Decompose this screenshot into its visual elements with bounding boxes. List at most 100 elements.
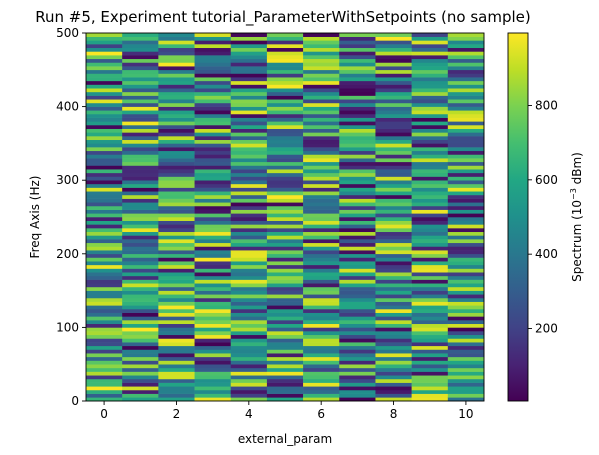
heatmap-cell	[375, 99, 412, 104]
heatmap-cell	[447, 183, 485, 188]
heatmap-cell	[375, 95, 412, 100]
heatmap-cell	[375, 51, 412, 56]
heatmap-cell	[194, 47, 232, 52]
heatmap-cell	[411, 187, 449, 192]
heatmap-cell	[158, 55, 195, 60]
heatmap-cell	[122, 106, 159, 111]
heatmap-cell	[194, 117, 232, 122]
heatmap-cell	[339, 239, 376, 244]
heatmap-cell	[339, 139, 376, 144]
heatmap-cell	[375, 382, 412, 387]
heatmap-cell	[158, 106, 195, 111]
heatmap-cell	[303, 327, 340, 332]
heatmap-cell	[411, 44, 449, 49]
heatmap-cell	[266, 261, 304, 266]
heatmap-cell	[375, 154, 412, 159]
heatmap-cell	[194, 375, 232, 380]
heatmap-cell	[303, 356, 340, 361]
plot-frame	[85, 32, 485, 402]
heatmap-cell	[86, 250, 123, 255]
heatmap-cell	[194, 213, 232, 218]
heatmap-cell	[158, 382, 195, 387]
heatmap-cell	[411, 224, 449, 229]
heatmap-cell	[266, 220, 304, 225]
heatmap-cell	[230, 172, 268, 177]
heatmap-cell	[375, 121, 412, 126]
heatmap-cell	[447, 113, 485, 118]
heatmap-cell	[375, 338, 412, 343]
heatmap-cell	[303, 331, 340, 336]
heatmap-cell	[303, 77, 340, 82]
heatmap-cell	[266, 69, 304, 74]
heatmap-cell	[230, 389, 268, 394]
heatmap-cell	[375, 231, 412, 236]
heatmap-cell	[339, 117, 376, 122]
heatmap-cell	[375, 113, 412, 118]
heatmap-cell	[194, 55, 232, 60]
heatmap-cell	[230, 220, 268, 225]
heatmap-cell	[411, 228, 449, 233]
heatmap-cell	[230, 88, 268, 93]
heatmap-cell	[339, 191, 376, 196]
heatmap-cell	[303, 36, 340, 41]
heatmap-cell	[339, 209, 376, 214]
heatmap-cell	[230, 349, 268, 354]
heatmap-cell	[303, 121, 340, 126]
heatmap-cell	[122, 80, 159, 85]
heatmap-cell	[266, 301, 304, 306]
heatmap-cell	[194, 99, 232, 104]
heatmap-cell	[230, 198, 268, 203]
heatmap-cell	[266, 191, 304, 196]
heatmap-cell	[194, 194, 232, 199]
heatmap-cell	[122, 239, 159, 244]
heatmap-cell	[303, 371, 340, 376]
heatmap-cell	[86, 73, 123, 78]
heatmap-cell	[375, 367, 412, 372]
heatmap-cell	[230, 95, 268, 100]
heatmap-cell	[339, 147, 376, 152]
heatmap-cell	[122, 102, 159, 107]
heatmap-cell	[266, 121, 304, 126]
heatmap-cell	[158, 312, 195, 317]
heatmap-cell	[303, 91, 340, 96]
heatmap-cell	[339, 154, 376, 159]
x-tick-label: 2	[173, 407, 181, 421]
heatmap-cell	[266, 80, 304, 85]
heatmap-cell	[86, 154, 123, 159]
heatmap-cell	[339, 275, 376, 280]
heatmap-cell	[411, 393, 449, 398]
heatmap-cell	[303, 345, 340, 350]
heatmap-cell	[122, 371, 159, 376]
heatmap-cell	[375, 180, 412, 185]
heatmap-cell	[447, 128, 485, 133]
heatmap-cell	[447, 312, 485, 317]
heatmap-cell	[447, 375, 485, 380]
heatmap-cell	[122, 283, 159, 288]
heatmap-cell	[158, 378, 195, 383]
heatmap-cell	[266, 382, 304, 387]
heatmap-cell	[339, 161, 376, 166]
heatmap-cell	[447, 272, 485, 277]
heatmap-cell	[194, 51, 232, 56]
heatmap-cell	[158, 47, 195, 52]
heatmap-cell	[158, 40, 195, 45]
heatmap-cell	[447, 301, 485, 306]
heatmap-cell	[303, 213, 340, 218]
heatmap-cell	[266, 320, 304, 325]
heatmap-cell	[266, 106, 304, 111]
heatmap-cell	[375, 132, 412, 137]
heatmap-cell	[86, 327, 123, 332]
heatmap-cell	[411, 353, 449, 358]
heatmap-cell	[122, 147, 159, 152]
heatmap-cell	[266, 360, 304, 365]
heatmap-cell	[158, 150, 195, 155]
heatmap-cell	[122, 139, 159, 144]
heatmap-cell	[339, 235, 376, 240]
heatmap-cell	[339, 316, 376, 321]
y-tick-label: 400	[56, 100, 79, 114]
heatmap-cell	[158, 279, 195, 284]
heatmap-cell	[411, 176, 449, 181]
heatmap-cell	[266, 235, 304, 240]
heatmap-cell	[266, 257, 304, 262]
heatmap-cell	[194, 69, 232, 74]
